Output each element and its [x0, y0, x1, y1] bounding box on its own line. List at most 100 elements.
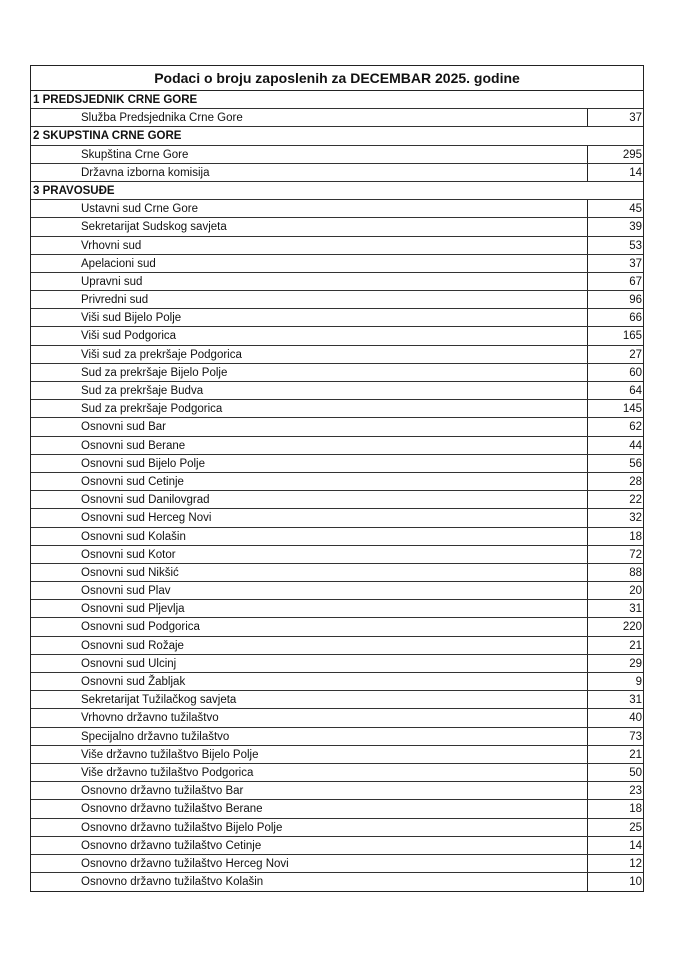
- table-row: Viši sud Bijelo Polje 66: [31, 309, 643, 328]
- institution-name: Osnovni sud Bijelo Polje: [81, 457, 206, 470]
- employee-count: 29: [587, 654, 643, 672]
- institution-name: Osnovni sud Cetinje: [81, 475, 184, 488]
- table-title: Podaci o broju zaposlenih za DECEMBAR 20…: [31, 66, 643, 91]
- table-row: Osnovni sud Ulcinj 29: [31, 654, 643, 673]
- employee-count: 21: [587, 745, 643, 763]
- table-row: Više državno tužilaštvo Podgorica 50: [31, 763, 643, 783]
- table-row: Služba Predsjednika Crne Gore 37: [31, 109, 643, 128]
- employee-count: 12: [587, 854, 643, 873]
- table-row: Sekretarijat Tužilačkog savjeta 31: [31, 691, 643, 710]
- table-row: Sud za prekršaje Bijelo Polje 60: [31, 363, 643, 382]
- table-row: Skupština Crne Gore 295: [31, 145, 643, 164]
- table-row: Sud za prekršaje Podgorica 145: [31, 400, 643, 419]
- table-row: Osnovni sud Kotor 72: [31, 545, 643, 564]
- table-row: Osnovni sud Bar 62: [31, 418, 643, 437]
- institution-name: Viši sud Podgorica: [81, 330, 177, 343]
- institution-name: Osnovni sud Danilovgrad: [81, 494, 210, 507]
- institution-name: Sud za prekršaje Bijelo Polje: [81, 366, 228, 379]
- employee-count: 25: [587, 818, 643, 836]
- table-row: Osnovni sud Bijelo Polje 56: [31, 454, 643, 473]
- employee-count: 31: [587, 600, 643, 618]
- institution-name: Osnovni sud Kolašin: [81, 530, 186, 543]
- employee-count: 44: [587, 436, 643, 454]
- institution-name: Osnovni sud Kotor: [81, 548, 176, 561]
- table-row: Osnovni sud Plav 20: [31, 582, 643, 601]
- employee-count: 32: [587, 509, 643, 527]
- employee-count: 60: [587, 363, 643, 381]
- employee-count: 14: [587, 163, 643, 181]
- employee-count: 45: [587, 200, 643, 218]
- employee-count: 96: [587, 291, 643, 309]
- employee-count: 73: [587, 727, 643, 745]
- institution-name: Više državno tužilaštvo Bijelo Polje: [81, 748, 259, 761]
- table-row: Osnovni sud Nikšić 88: [31, 563, 643, 583]
- institution-name: Osnovno državno tužilaštvo Herceg Novi: [81, 857, 289, 870]
- institution-name: Viši sud Bijelo Polje: [81, 312, 182, 325]
- employee-count: 22: [587, 491, 643, 509]
- institution-name: Privredni sud: [81, 294, 149, 307]
- employee-count: 31: [587, 691, 643, 709]
- employee-count: 145: [587, 400, 643, 418]
- table-row: Državna izborna komisija 14: [31, 163, 643, 182]
- employee-count: 27: [587, 345, 643, 363]
- employee-count: 37: [587, 254, 643, 272]
- table-row: Osnovno državno tužilaštvo Kolašin 10: [31, 873, 643, 892]
- section-heading: 1 PREDSJEDNIK CRNE GORE: [31, 91, 643, 110]
- institution-name: Osnovni sud Herceg Novi: [81, 512, 212, 525]
- employee-count: 20: [587, 582, 643, 600]
- institution-name: Vrhovni sud: [81, 239, 142, 252]
- table-row: Više državno tužilaštvo Bijelo Polje 21: [31, 745, 643, 764]
- institution-name: Osnovni sud Berane: [81, 439, 186, 452]
- table-row: Osnovni sud Pljevlja 31: [31, 600, 643, 619]
- table-row: Sekretarijat Sudskog savjeta 39: [31, 218, 643, 237]
- table-row: Ustavni sud Crne Gore 45: [31, 200, 643, 219]
- institution-name: Sud za prekršaje Budva: [81, 385, 204, 397]
- employee-count: 67: [587, 272, 643, 291]
- institution-name: Vrhovno državno tužilaštvo: [81, 712, 219, 725]
- table-row: Sud za prekršaje Budva 64: [31, 382, 643, 401]
- institution-name: Osnovno državno tužilaštvo Bijelo Polje: [81, 821, 283, 834]
- table-row: Osnovno državno tužilaštvo Bar 23: [31, 782, 643, 801]
- table-row: Viši sud Podgorica 165: [31, 327, 643, 346]
- institution-name: Služba Predsjednika Crne Gore: [81, 112, 243, 125]
- institution-name: Osnovni sud Plav: [81, 585, 171, 598]
- table-row: Viši sud za prekršaje Podgorica 27: [31, 345, 643, 364]
- table-row: Osnovni sud Podgorica 220: [31, 618, 643, 637]
- institution-name: Sekretarijat Sudskog savjeta: [81, 221, 227, 234]
- institution-name: Specijalno državno tužilaštvo: [81, 730, 230, 743]
- table-row: Privredni sud 96: [31, 291, 643, 310]
- institution-name: Ustavni sud Crne Gore: [81, 203, 198, 216]
- institution-name: Osnovni sud Ulcinj: [81, 657, 177, 670]
- table-row: Specijalno državno tužilaštvo 73: [31, 727, 643, 746]
- institution-name: Osnovni sud Žabljak: [81, 676, 186, 688]
- table-row: Osnovno državno tužilaštvo Cetinje 14: [31, 836, 643, 855]
- table-row: Osnovni sud Berane 44: [31, 436, 643, 455]
- employee-count: 62: [587, 418, 643, 436]
- employee-count: 220: [587, 618, 643, 636]
- table-row: Osnovni sud Kolašin 18: [31, 527, 643, 546]
- institution-name: Osnovni sud Podgorica: [81, 621, 200, 634]
- table-row: Vrhovni sud 53: [31, 236, 643, 255]
- employee-count: 14: [587, 836, 643, 854]
- institution-name: Osnovni sud Rožaje: [81, 639, 184, 652]
- employee-count: 39: [587, 218, 643, 236]
- institution-name: Osnovni sud Nikšić: [81, 566, 179, 579]
- employee-count: 56: [587, 454, 643, 472]
- institution-name: Sekretarijat Tužilačkog savjeta: [81, 694, 237, 707]
- employee-count: 37: [587, 109, 643, 127]
- section-heading: 2 SKUPSTINA CRNE GORE: [31, 127, 643, 146]
- table-row: Vrhovno državno tužilaštvo 40: [31, 709, 643, 728]
- employee-count: 18: [587, 527, 643, 545]
- table-row: Apelacioni sud 37: [31, 254, 643, 273]
- employee-count: 10: [587, 873, 643, 892]
- employee-count: 53: [587, 236, 643, 254]
- institution-name: Osnovni sud Pljevlja: [81, 603, 185, 616]
- table-row: Osnovni sud Danilovgrad 22: [31, 491, 643, 510]
- table-row: Osnovni sud Žabljak 9: [31, 673, 643, 692]
- employee-count: 40: [587, 709, 643, 727]
- institution-name: Apelacioni sud: [81, 257, 156, 270]
- employee-count: 23: [587, 782, 643, 800]
- institution-name: Više državno tužilaštvo Podgorica: [81, 766, 254, 779]
- employee-count: 28: [587, 472, 643, 491]
- table-row: Osnovno državno tužilaštvo Bijelo Polje 2…: [31, 818, 643, 837]
